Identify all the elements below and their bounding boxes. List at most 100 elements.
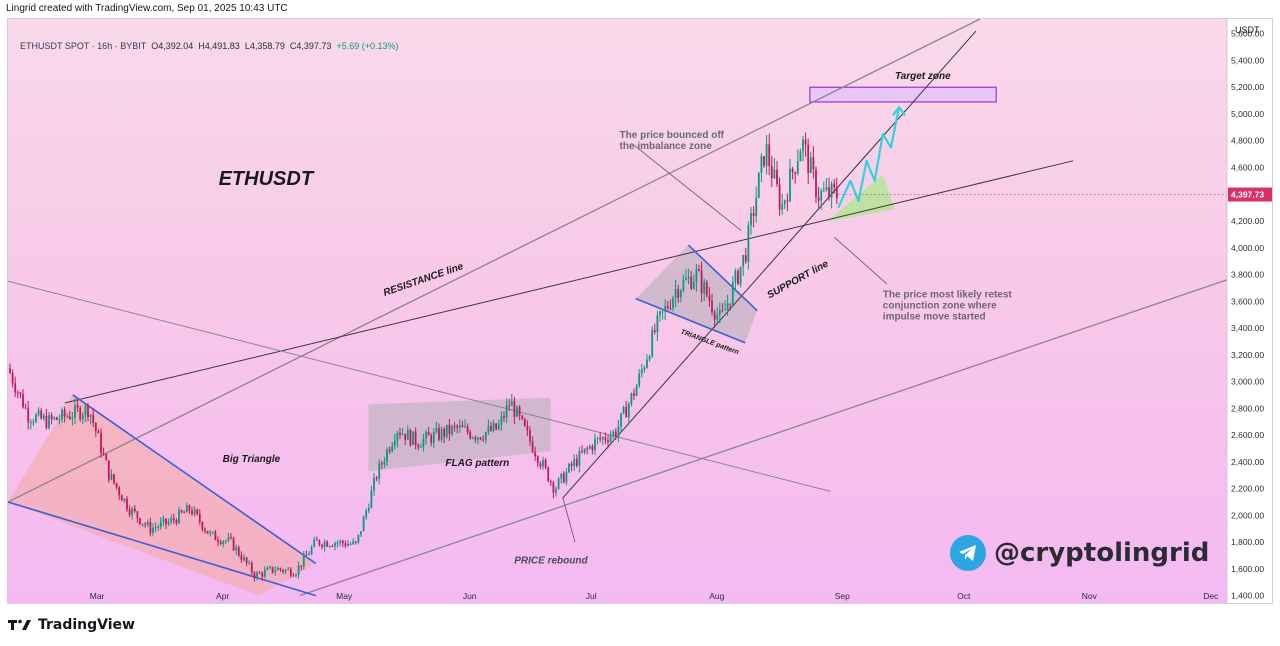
candle-body — [828, 187, 830, 198]
candle-body — [279, 568, 282, 570]
candle-body — [703, 282, 706, 294]
candle-body — [414, 431, 417, 446]
candle-body — [607, 440, 609, 443]
candle-body — [674, 288, 677, 298]
candle-body — [118, 487, 121, 496]
candle-body — [367, 507, 370, 511]
candle-body — [609, 436, 612, 443]
candle-body — [250, 563, 253, 573]
candle-body — [401, 433, 404, 435]
candle-body — [685, 278, 687, 280]
time-tick-label: Oct — [957, 591, 971, 601]
candle-body — [791, 168, 794, 173]
candle-body — [768, 144, 771, 166]
candle-body — [211, 531, 214, 533]
candle-body — [92, 414, 95, 423]
candle-body — [94, 422, 97, 432]
candle-body — [464, 426, 466, 428]
time-tick-label: Apr — [216, 591, 229, 601]
candle-body — [188, 505, 191, 511]
candle-body — [419, 446, 422, 448]
candle-body — [799, 151, 802, 162]
candle-body — [568, 463, 570, 473]
candle-body — [310, 546, 313, 554]
candle-body — [786, 200, 789, 202]
candle-body — [209, 532, 212, 534]
support-line — [562, 30, 977, 499]
candle-body — [61, 409, 63, 420]
candle-body — [162, 518, 165, 522]
candle-body — [347, 544, 349, 546]
candle-body — [344, 543, 347, 546]
projection-arrow-head — [892, 105, 906, 116]
price-tick-label: 1,400.00 — [1231, 591, 1264, 601]
candle-body — [448, 424, 451, 435]
triangle-lower-line — [635, 297, 746, 344]
candle-body — [708, 295, 711, 302]
candle-body — [713, 312, 716, 320]
candle-body — [807, 144, 810, 173]
candle-body — [136, 511, 139, 519]
candle-body — [89, 414, 92, 417]
retest-note-line: conjunction zone where — [883, 300, 997, 311]
candle-body — [245, 557, 248, 564]
candle-body — [323, 541, 326, 547]
candle-body — [269, 566, 271, 569]
candle-body — [726, 303, 729, 310]
price-tick-label: 2,400.00 — [1231, 457, 1264, 467]
big-triangle-lower — [8, 501, 317, 597]
candle-body — [393, 440, 396, 446]
candle-body — [196, 509, 199, 514]
candle-body — [513, 401, 516, 417]
candle-body — [308, 553, 310, 556]
candle-body — [263, 569, 266, 577]
candle-body — [523, 418, 526, 426]
price-tick-label: 3,200.00 — [1231, 350, 1264, 360]
candle-body — [471, 437, 474, 439]
candle-body — [477, 437, 479, 440]
candle-body — [76, 405, 79, 408]
candle-body — [822, 190, 825, 192]
candle-body — [152, 527, 154, 533]
projection-arrow — [837, 107, 901, 209]
candle-body — [794, 172, 797, 174]
candle-body — [373, 477, 375, 491]
candle-body — [789, 168, 791, 202]
candle-body — [516, 407, 518, 417]
candle-body — [825, 187, 828, 191]
last-price-tag — [1228, 187, 1272, 202]
candle-body — [776, 169, 778, 185]
candle-body — [295, 574, 297, 576]
candle-body — [666, 305, 669, 308]
tradingview-logo-icon — [8, 619, 31, 630]
candle-body — [120, 495, 123, 501]
candle-body — [458, 425, 461, 428]
candle-body — [695, 269, 698, 282]
retest-callout-arrow — [833, 236, 888, 285]
resistance-line-label: RESISTANCE line — [382, 261, 465, 299]
candle-body — [739, 266, 742, 284]
candle-body — [55, 417, 58, 420]
candle-body — [747, 225, 750, 262]
candle-body — [113, 474, 115, 484]
candle-body — [451, 426, 453, 435]
candle-body — [19, 392, 22, 395]
candle-body — [185, 505, 188, 513]
price-tick-label: 2,800.00 — [1231, 403, 1264, 413]
candle-body — [222, 541, 225, 544]
resistance-upper-channel — [8, 19, 981, 503]
candle-body — [804, 139, 807, 145]
price-tick-label: 4,800.00 — [1231, 136, 1264, 146]
candle-body — [596, 437, 599, 439]
open-value: O4,392.04 — [151, 41, 194, 51]
candle-body — [755, 197, 758, 216]
candle-body — [357, 534, 360, 543]
candle-body — [141, 523, 144, 525]
candle-body — [146, 522, 149, 525]
candle-body — [750, 212, 752, 226]
conjunction-zone — [826, 174, 895, 223]
support-line-label: SUPPORT line — [766, 258, 831, 301]
chart-area[interactable]: ETHUSDT Big Triangle FLAG pattern TRIANGLE … — [7, 18, 1273, 604]
candle-body — [380, 463, 383, 465]
